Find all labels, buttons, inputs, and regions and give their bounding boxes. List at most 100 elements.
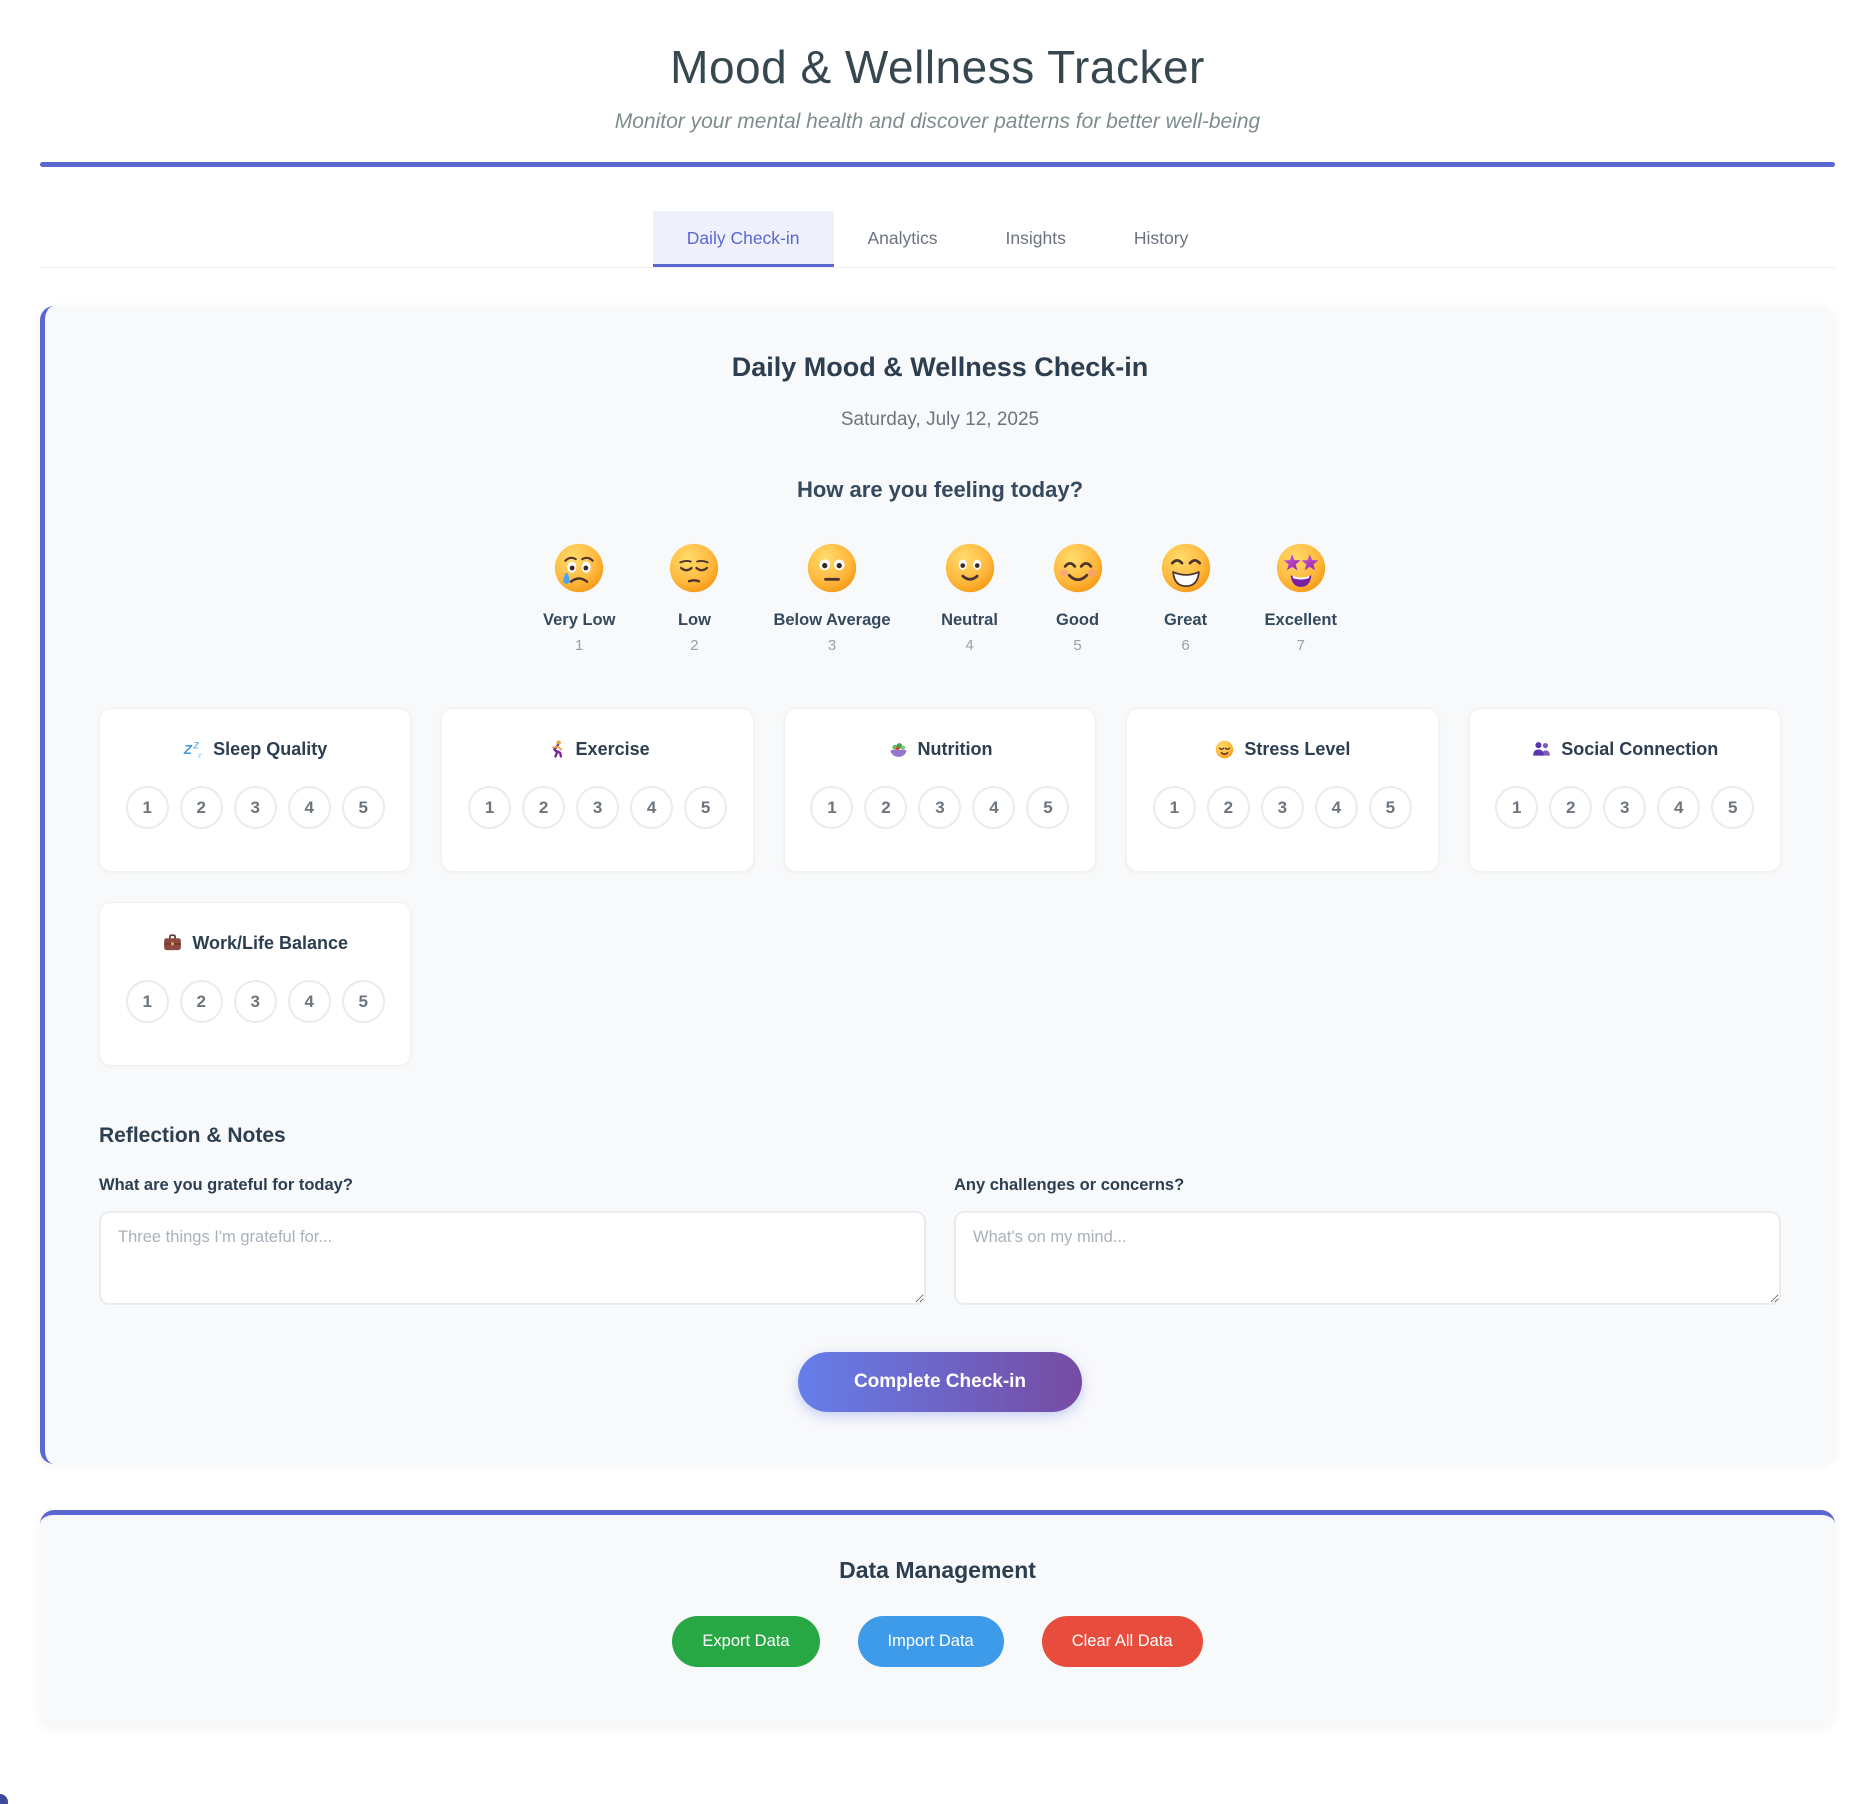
category-card-nutrition: Nutrition 1 2 3 4 5 <box>783 708 1097 872</box>
rating-row: 1 2 3 4 5 <box>112 786 398 829</box>
checkin-title: Daily Mood & Wellness Check-in <box>731 352 1149 382</box>
rating-button[interactable]: 3 <box>576 786 620 829</box>
mood-value: 1 <box>575 637 584 654</box>
category-grid: Z Z z Sleep Quality 1 2 3 4 5 <box>99 708 1781 1066</box>
rating-button[interactable]: 3 <box>1603 786 1647 829</box>
briefcase-icon <box>164 934 182 951</box>
rating-button[interactable]: 2 <box>179 786 223 829</box>
rating-button[interactable]: 2 <box>1549 786 1593 829</box>
rating-button[interactable]: 3 <box>233 980 277 1023</box>
category-title: Exercise <box>454 739 740 760</box>
rating-button[interactable]: 5 <box>1368 786 1412 829</box>
mood-option-excellent[interactable]: Excellent 7 <box>1265 539 1337 654</box>
mood-option-below-average[interactable]: Below Average 3 <box>773 539 891 654</box>
gratitude-field-group: What are you grateful for today? <box>99 1176 926 1310</box>
mood-option-great[interactable]: Great 6 <box>1157 539 1215 654</box>
rating-button[interactable]: 3 <box>233 786 277 829</box>
rating-button[interactable]: 2 <box>1206 786 1250 829</box>
grinning-face-icon <box>1157 539 1215 597</box>
mood-selector: Very Low 1 Low 2 <box>99 539 1781 654</box>
challenges-textarea[interactable] <box>954 1211 1781 1305</box>
category-title: Social Connection <box>1482 739 1768 760</box>
gratitude-textarea[interactable] <box>99 1211 926 1305</box>
star-struck-face-icon <box>1272 539 1330 597</box>
export-data-button[interactable]: Export Data <box>672 1616 820 1667</box>
crying-face-icon <box>550 539 608 597</box>
mood-value: 6 <box>1181 637 1190 654</box>
rating-button[interactable]: 1 <box>1495 786 1539 829</box>
daily-checkin-card: Daily Mood & Wellness Check-in Saturday,… <box>40 306 1835 1464</box>
challenges-field-group: Any challenges or concerns? <box>954 1176 1781 1310</box>
category-card-stress-level: Stress Level 1 2 3 4 5 <box>1126 708 1439 872</box>
category-card-exercise: Exercise 1 2 3 4 5 <box>441 708 754 872</box>
rating-button[interactable]: 4 <box>1314 786 1358 829</box>
rating-button[interactable]: 2 <box>522 786 566 829</box>
mood-label: Very Low <box>543 611 616 629</box>
svg-text:Z: Z <box>193 741 200 751</box>
mood-value: 3 <box>827 637 837 654</box>
straight-mouth-face-icon <box>803 539 861 597</box>
category-title: Stress Level <box>1139 739 1425 760</box>
slightly-smiling-face-icon <box>941 539 999 597</box>
rating-button[interactable]: 1 <box>810 786 854 829</box>
rating-row: 1 2 3 4 5 <box>797 786 1083 829</box>
category-card-work-life-balance: Work/Life Balance 1 2 3 4 5 <box>99 902 412 1066</box>
rating-row: 1 2 3 4 5 <box>112 980 398 1023</box>
relieved-face-icon <box>1216 740 1234 759</box>
data-management-card: Data Management Export Data Import Data … <box>40 1510 1835 1727</box>
rating-button[interactable]: 5 <box>1026 786 1070 829</box>
rating-button[interactable]: 4 <box>1657 786 1701 829</box>
runner-icon <box>551 740 562 758</box>
tab-history[interactable]: History <box>1100 211 1222 267</box>
mood-label: Great <box>1163 611 1208 629</box>
rating-button[interactable]: 2 <box>179 980 223 1023</box>
rating-button[interactable]: 3 <box>918 786 962 829</box>
tab-insights[interactable]: Insights <box>972 211 1100 267</box>
rating-button[interactable]: 1 <box>1152 786 1196 829</box>
rating-button[interactable]: 4 <box>630 786 674 829</box>
mood-label: Neutral <box>941 611 998 629</box>
mood-option-good[interactable]: Good 5 <box>1049 539 1107 654</box>
rating-button[interactable]: 4 <box>287 980 331 1023</box>
rating-button[interactable]: 1 <box>468 786 512 829</box>
page-subtitle: Monitor your mental health and discover … <box>614 110 1261 133</box>
rating-button[interactable]: 2 <box>864 786 908 829</box>
mood-option-neutral[interactable]: Neutral 4 <box>941 539 999 654</box>
clear-all-data-button[interactable]: Clear All Data <box>1041 1616 1203 1667</box>
mood-option-low[interactable]: Low 2 <box>665 539 723 654</box>
rating-row: 1 2 3 4 5 <box>1139 786 1425 829</box>
rating-button[interactable]: 5 <box>341 786 385 829</box>
complete-checkin-button[interactable]: Complete Check-in <box>797 1352 1083 1412</box>
app-header: Mood & Wellness Tracker Monitor your men… <box>0 0 1875 167</box>
mood-label: Below Average <box>773 611 891 629</box>
tab-daily-check-in[interactable]: Daily Check-in <box>652 211 834 267</box>
cutoff-element <box>0 1794 8 1804</box>
mood-option-very-low[interactable]: Very Low 1 <box>543 539 615 654</box>
svg-text:Z: Z <box>183 742 193 757</box>
rating-button[interactable]: 4 <box>972 786 1016 829</box>
svg-text:z: z <box>197 752 202 759</box>
category-title: Work/Life Balance <box>112 933 398 954</box>
mood-question: How are you feeling today? <box>796 477 1084 502</box>
rating-button[interactable]: 5 <box>684 786 728 829</box>
two-people-icon <box>1533 742 1551 756</box>
rating-button[interactable]: 1 <box>125 786 169 829</box>
gratitude-label: What are you grateful for today? <box>99 1176 353 1194</box>
rating-button[interactable]: 4 <box>287 786 331 829</box>
salad-icon <box>890 743 906 757</box>
smiling-face-icon <box>1049 539 1107 597</box>
import-data-button[interactable]: Import Data <box>857 1616 1004 1667</box>
page-title: Mood & Wellness Tracker <box>670 41 1205 93</box>
rating-row: 1 2 3 4 5 <box>454 786 740 829</box>
mood-value: 7 <box>1296 637 1305 654</box>
rating-button[interactable]: 1 <box>125 980 169 1023</box>
rating-button[interactable]: 5 <box>1711 786 1755 829</box>
tab-analytics[interactable]: Analytics <box>834 211 972 267</box>
category-title: Nutrition <box>797 739 1083 760</box>
mood-value: 2 <box>690 637 699 654</box>
pensive-face-icon <box>665 539 723 597</box>
rating-button[interactable]: 3 <box>1260 786 1304 829</box>
rating-button[interactable]: 5 <box>341 980 385 1023</box>
mood-label: Low <box>677 611 711 629</box>
mood-value: 5 <box>1073 637 1082 654</box>
